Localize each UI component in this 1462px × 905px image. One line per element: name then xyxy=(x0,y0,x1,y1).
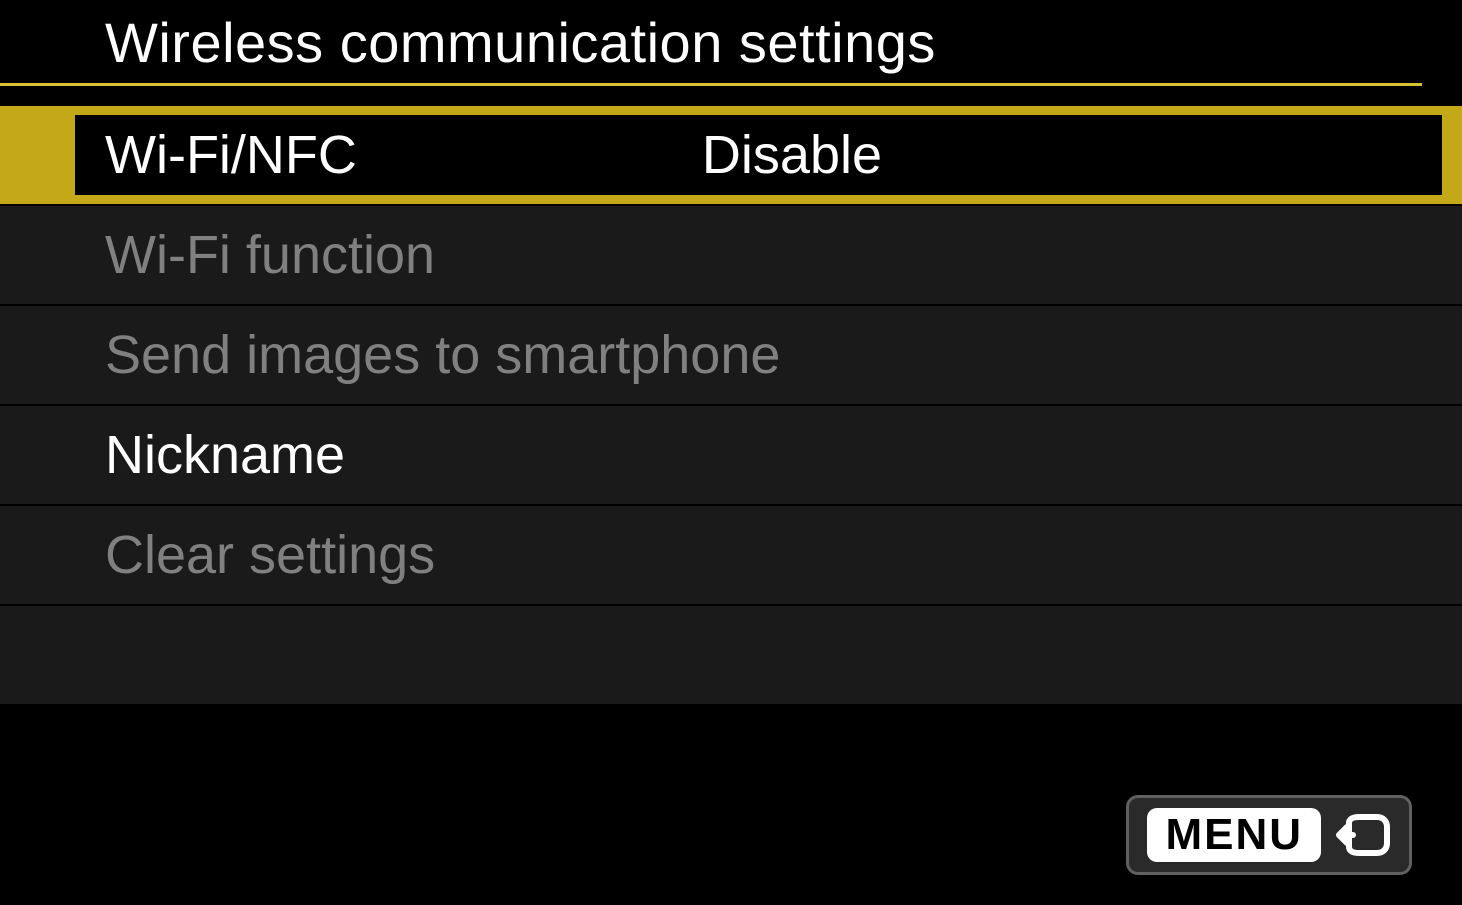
back-arrow-icon xyxy=(1335,813,1391,857)
menu-item-label: Nickname xyxy=(105,424,345,486)
menu-item-empty xyxy=(0,606,1462,706)
menu-button-box: MENU xyxy=(1147,808,1321,862)
menu-item-value: Disable xyxy=(702,124,882,186)
menu-item-label: Wi-Fi/NFC xyxy=(105,124,357,186)
menu-item-clear-settings[interactable]: Clear settings xyxy=(0,506,1462,606)
menu-item-wifi-nfc[interactable]: Wi-Fi/NFC Disable xyxy=(0,106,1462,206)
menu-item-nickname[interactable]: Nickname xyxy=(0,406,1462,506)
page-title: Wireless communication settings xyxy=(105,10,1422,75)
menu-back-button[interactable]: MENU xyxy=(1126,795,1412,875)
menu-list: Wi-Fi/NFC Disable Wi-Fi function Send im… xyxy=(0,106,1462,706)
footer: MENU xyxy=(1126,795,1412,875)
menu-item-label: Send images to smartphone xyxy=(105,324,780,386)
menu-item-label: Clear settings xyxy=(105,524,435,586)
page-header: Wireless communication settings xyxy=(0,0,1422,86)
menu-item-label: Wi-Fi function xyxy=(105,224,435,286)
menu-item-wifi-function[interactable]: Wi-Fi function xyxy=(0,206,1462,306)
menu-item-inner: Wi-Fi/NFC Disable xyxy=(75,115,1442,195)
menu-item-send-images[interactable]: Send images to smartphone xyxy=(0,306,1462,406)
menu-button-label: MENU xyxy=(1165,810,1303,860)
